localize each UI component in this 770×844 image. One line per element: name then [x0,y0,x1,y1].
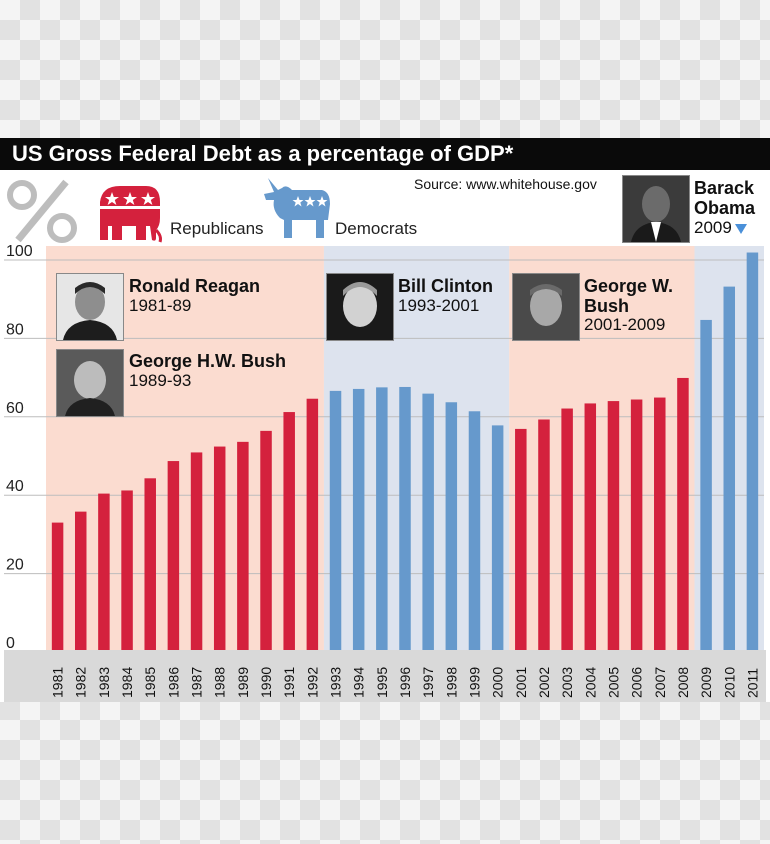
x-axis-strip [4,650,766,702]
bar-2001 [515,428,527,650]
bar-2011 [746,252,759,650]
x-tick-label: 1996 [397,667,413,698]
x-tick-label: 2004 [582,667,598,698]
bar-1990 [260,430,272,650]
bar-1988 [213,446,226,650]
x-tick-label: 1987 [189,667,205,698]
percent-icon [4,178,80,244]
gw-bush-photo [512,273,580,341]
bar-2006 [630,399,643,650]
x-tick-label: 2010 [721,667,737,698]
reagan-photo [56,273,124,341]
clinton-photo [326,273,394,341]
x-tick-label: 1983 [96,667,112,698]
x-tick-label: 1997 [420,667,436,698]
x-tick-label: 2007 [652,667,668,698]
bar-1999 [468,411,481,650]
reagan-name: Ronald Reagan [129,276,261,296]
bar-2000 [491,425,504,650]
gw-bush-years: 2001-2009 [584,315,666,334]
obama-name: Barack Obama [694,178,756,218]
x-tick-label: 1986 [165,667,181,698]
y-tick-label: 100 [6,243,33,260]
x-tick-label: 2000 [490,667,506,698]
source-label: Source: www.whitehouse.gov [414,176,597,192]
bar-1998 [445,402,458,650]
x-tick-label: 2005 [605,667,621,698]
x-tick-label: 2003 [559,667,575,698]
chart-title: US Gross Federal Debt as a percentage of… [12,141,514,166]
x-tick-label: 1988 [212,667,228,698]
bar-2004 [584,403,597,650]
x-tick-label: 2008 [675,667,691,698]
bar-2005 [607,401,620,650]
x-tick-label: 1992 [304,667,320,698]
bar-1993 [329,390,342,650]
x-tick-label: 2006 [629,667,645,698]
bar-1984 [121,490,133,650]
x-tick-label: 1991 [281,667,297,698]
bar-1994 [352,388,365,650]
x-tick-label: 1989 [235,667,251,698]
x-tick-label: 1982 [73,667,89,698]
bar-1989 [237,441,249,650]
x-tick-label: 2011 [744,668,760,698]
x-tick-label: 2001 [513,667,529,698]
x-tick-label: 1985 [142,667,158,698]
obama-photo [622,175,690,243]
down-arrow-icon [734,223,747,234]
bar-1985 [144,478,156,650]
gw-bush-name: George W. Bush [584,276,674,316]
x-tick-label: 1994 [351,667,367,698]
ghw-bush-photo [56,349,124,417]
bar-1983 [98,493,110,650]
x-tick-label: 1984 [119,667,135,698]
bar-2002 [538,419,550,650]
republicans-legend-label: Republicans [170,219,264,238]
bar-1982 [74,511,87,650]
bar-1987 [190,452,203,650]
bar-2010 [723,286,736,650]
bar-2008 [677,377,689,650]
bar-1981 [51,522,64,650]
bar-1992 [306,398,319,650]
y-tick-label: 40 [6,478,24,495]
title-bar: US Gross Federal Debt as a percentage of… [0,138,770,170]
x-tick-label: 1999 [466,667,482,698]
x-tick-label: 1981 [50,667,66,698]
donkey-icon [262,176,332,247]
y-tick-label: 60 [6,400,24,417]
bar-1991 [283,412,295,650]
bar-1997 [422,393,434,650]
bar-2003 [561,408,573,650]
ghw-bush-name: George H.W. Bush [129,351,287,371]
y-tick-label: 0 [6,635,15,652]
ghw-bush-years: 1989-93 [129,371,192,390]
x-tick-label: 1995 [374,667,390,698]
bar-2007 [654,397,666,650]
x-tick-label: 1990 [258,667,274,698]
bar-2009 [700,319,712,650]
y-tick-label: 20 [6,557,24,574]
x-tick-label: 2002 [536,667,552,698]
x-tick-label: 2009 [698,667,714,698]
chart-area: 0 20 40 60 80 100 1981 1982 1983 1984 1985 1986 1987… [4,243,766,702]
clinton-years: 1993-2001 [398,296,480,315]
infographic-card: US Gross Federal Debt as a percentage of… [0,138,770,702]
bar-1995 [376,387,388,650]
bar-1986 [167,461,180,650]
democrats-legend-label: Democrats [335,219,418,238]
obama-years: 2009 [694,218,747,238]
x-tick-label: 1993 [328,667,344,698]
x-tick-label: 1998 [443,667,459,698]
y-tick-label: 80 [6,321,24,338]
reagan-years: 1981-89 [129,296,192,315]
clinton-name: Bill Clinton [398,276,493,296]
elephant-icon [96,182,166,249]
bar-1996 [399,386,411,650]
